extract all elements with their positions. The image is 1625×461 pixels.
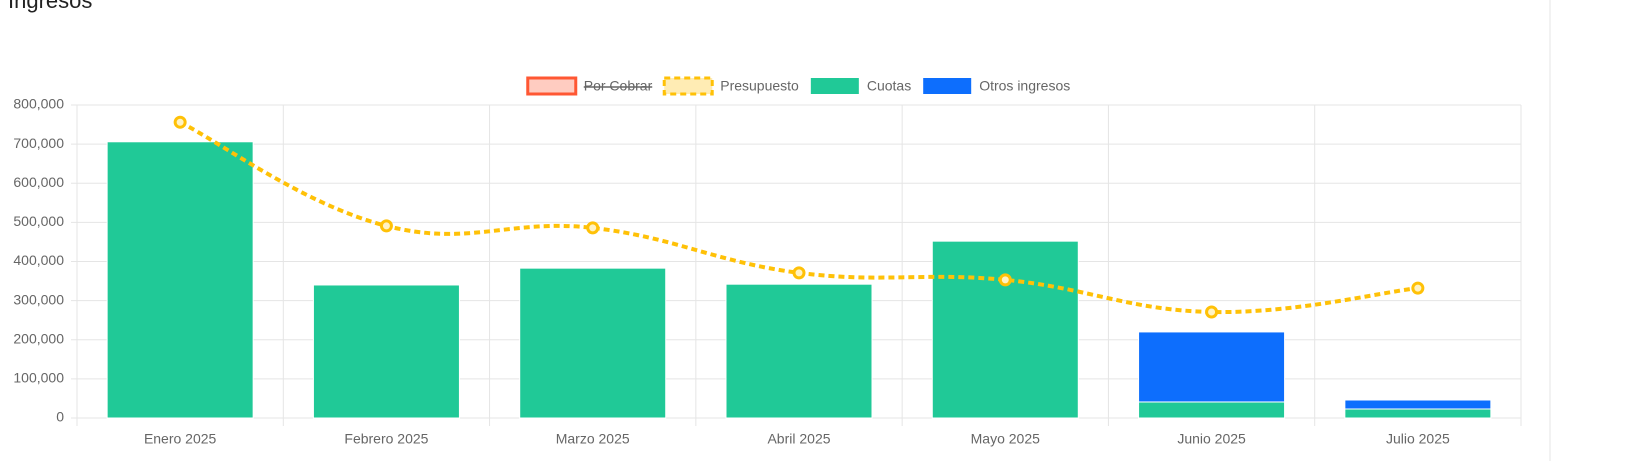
y-tick-label: 200,000: [13, 330, 64, 346]
y-tick-label: 400,000: [13, 252, 64, 268]
legend-swatch: [662, 76, 714, 96]
bar: [725, 283, 873, 419]
legend-swatch: [526, 76, 578, 96]
point: [173, 115, 187, 129]
y-tick-label: 700,000: [13, 135, 64, 151]
legend-swatch: [810, 78, 859, 94]
bar: [931, 240, 1079, 419]
line: [179, 120, 1419, 315]
bar: [1344, 408, 1492, 419]
x-tick-label: Febrero 2025: [344, 431, 428, 447]
point: [792, 266, 806, 280]
x-tick-label: Junio 2025: [1177, 431, 1246, 447]
x-tick-label: Mayo 2025: [971, 431, 1040, 447]
y-tick-label: 0: [56, 409, 64, 425]
point: [1205, 305, 1219, 319]
legend-label: Cuotas: [867, 78, 911, 94]
chart-title: Ingresos: [8, 0, 92, 13]
bar: [312, 284, 460, 419]
y-tick-label: 100,000: [13, 370, 64, 386]
bar: [519, 267, 667, 419]
y-tick-label: 600,000: [13, 174, 64, 190]
x-tick-label: Marzo 2025: [556, 431, 630, 447]
point: [998, 273, 1012, 287]
bar: [106, 141, 254, 419]
bar: [1344, 399, 1492, 410]
bar: [1138, 401, 1286, 419]
legend-swatch: [923, 78, 972, 94]
legend-label: Presupuesto: [720, 78, 799, 94]
y-tick-label: 800,000: [13, 96, 64, 112]
legend-label: Otros ingresos: [979, 78, 1070, 94]
point: [1411, 281, 1425, 295]
legend: Por Cobrar Presupuesto Cuotas Otros ingreso…: [526, 76, 1070, 96]
point: [586, 221, 600, 235]
legend-label: Por Cobrar: [584, 78, 653, 94]
x-tick-label: Julio 2025: [1386, 431, 1450, 447]
x-tick-label: Abril 2025: [767, 431, 830, 447]
x-tick-label: Enero 2025: [144, 431, 217, 447]
point: [379, 219, 393, 233]
bar: [1138, 331, 1286, 403]
y-tick-label: 300,000: [13, 291, 64, 307]
scroll-area: [1550, 0, 1625, 461]
y-tick-label: 500,000: [13, 213, 64, 229]
